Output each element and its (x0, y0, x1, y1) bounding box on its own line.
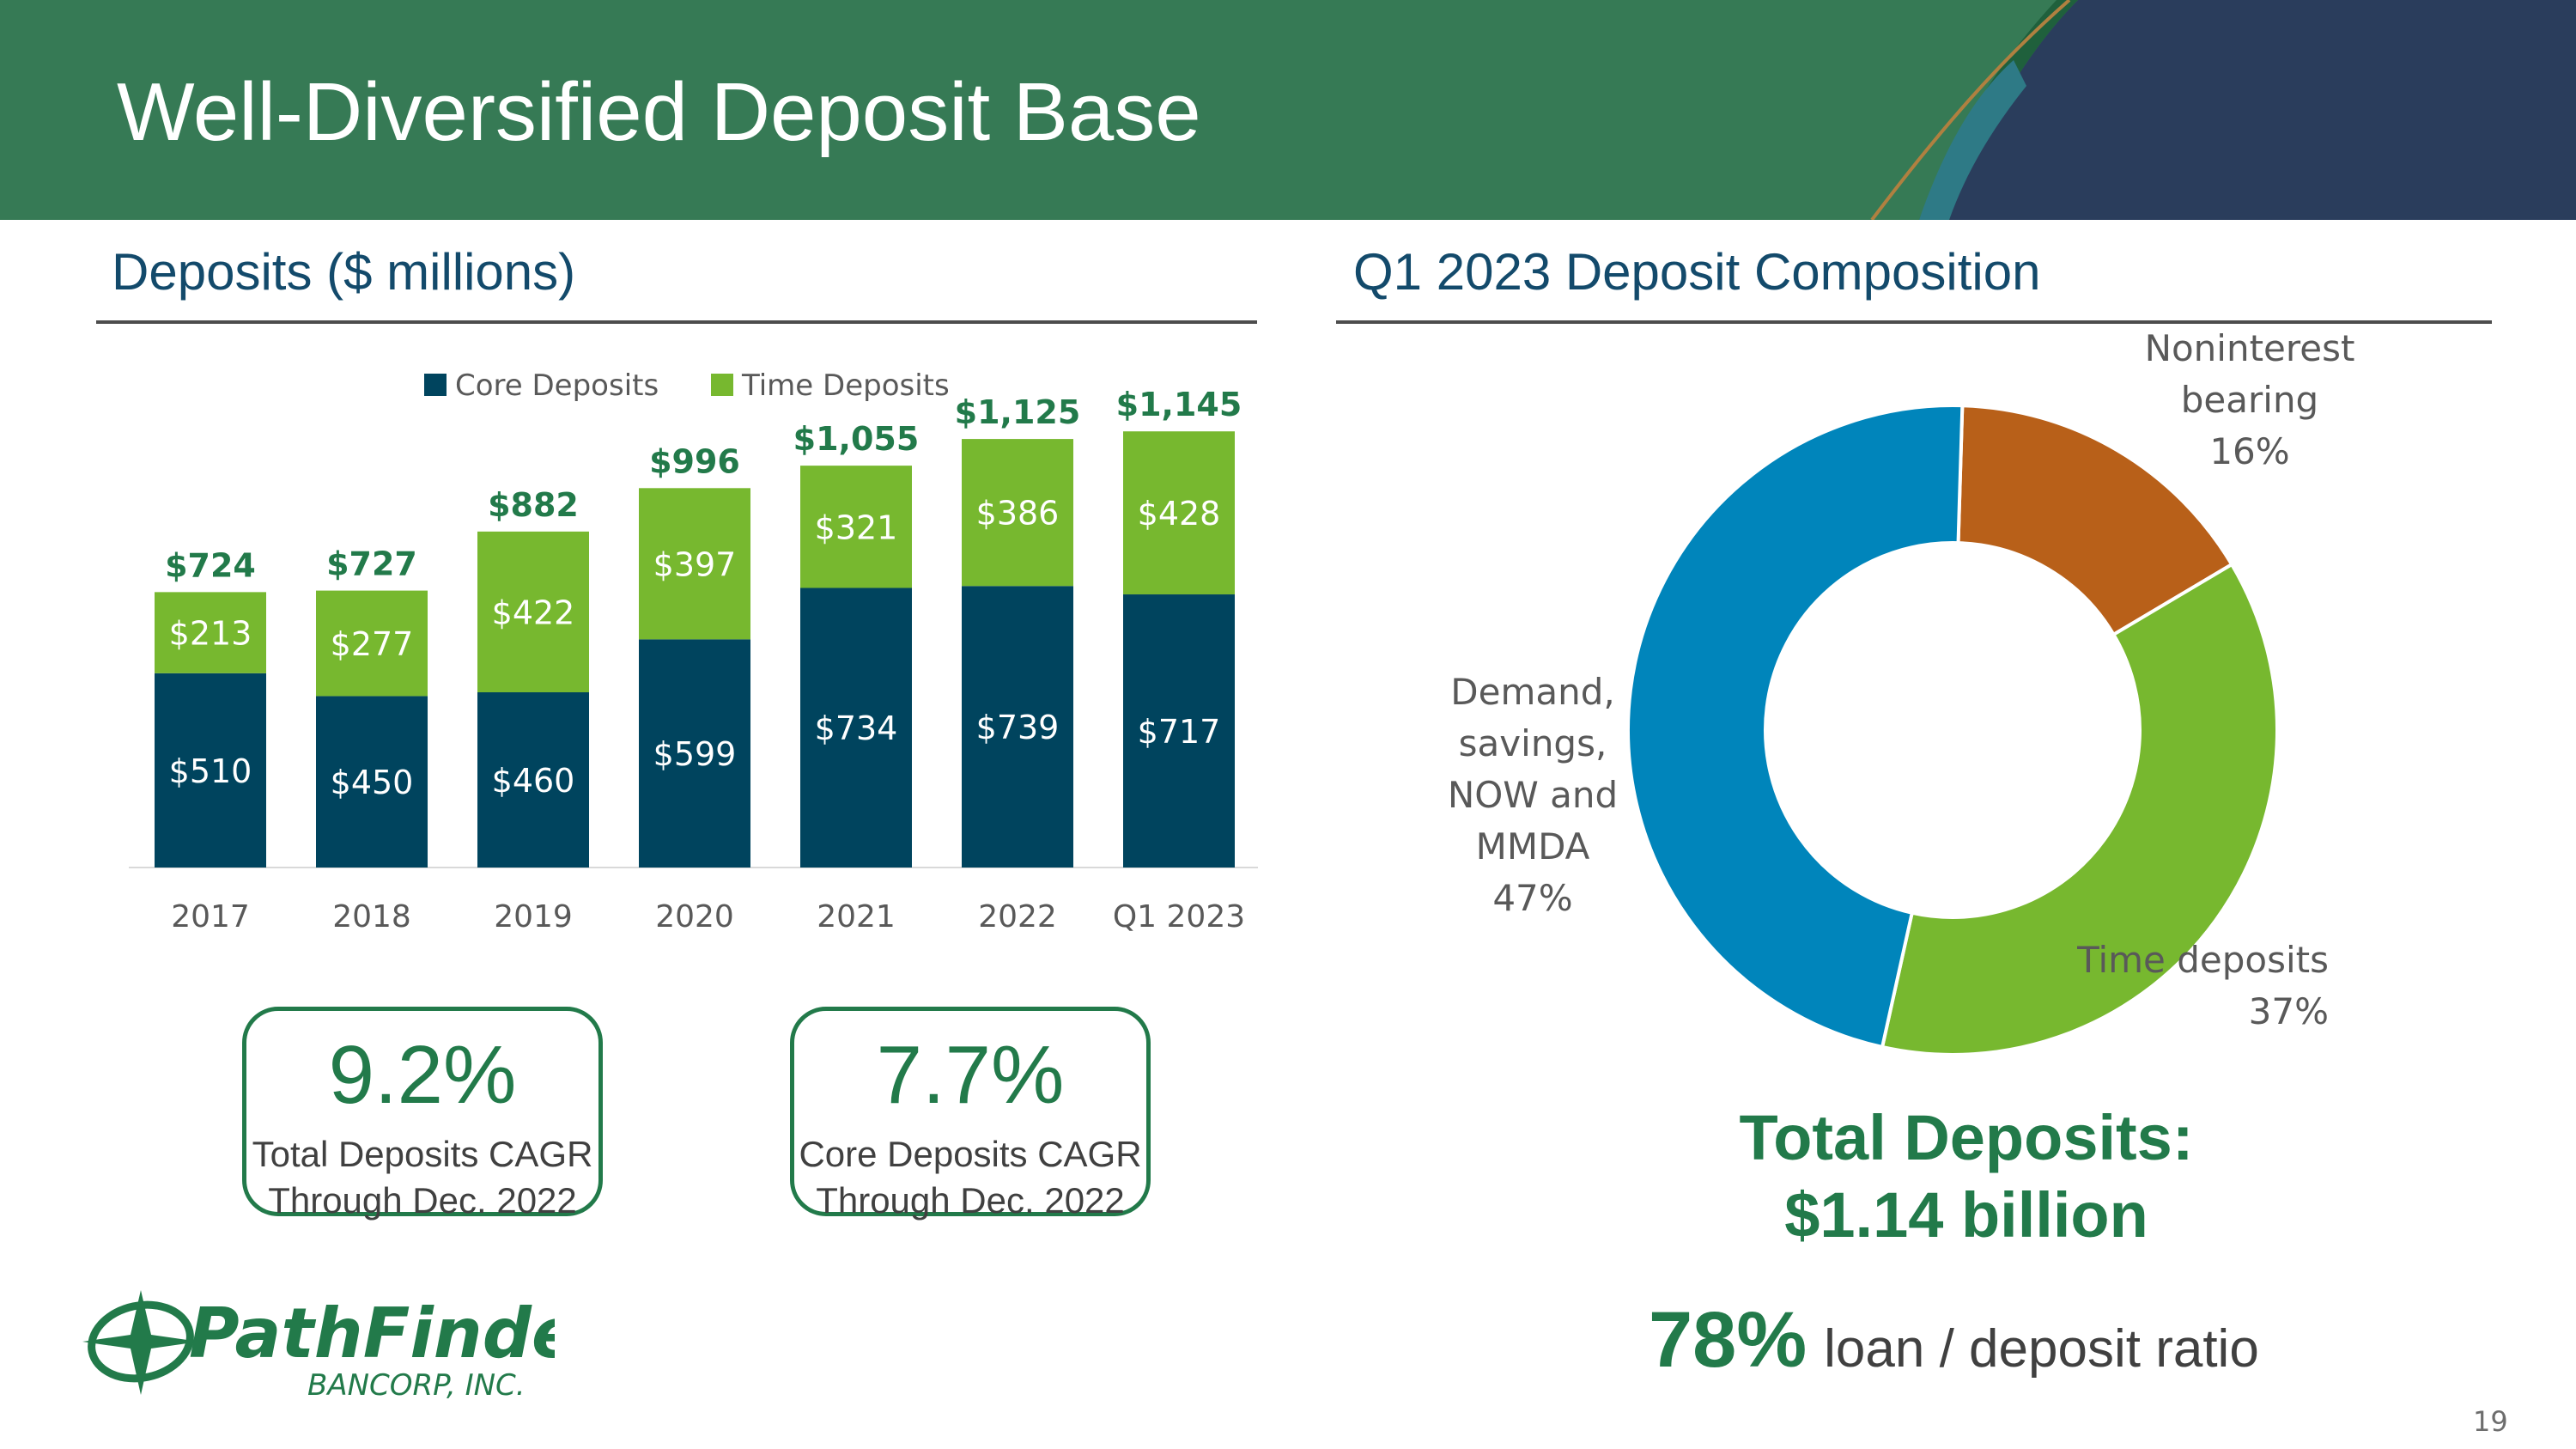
x-tick-label: Q1 2023 (1113, 899, 1245, 935)
ratio-value: 78% (1649, 1296, 1807, 1384)
slice-label-line: NOW and (1448, 774, 1618, 816)
x-tick-label: 2021 (817, 899, 896, 935)
slice-label-line: 16% (2209, 430, 2289, 472)
kpi-label-line: Total Deposits CAGR (252, 1134, 593, 1174)
kpi-value: 7.7% (876, 1029, 1065, 1121)
total-label: $727 (326, 545, 417, 583)
slide-title: Well-Diversified Deposit Base (117, 66, 1201, 158)
total-label: $996 (649, 442, 740, 480)
right-section-rule (1336, 320, 2492, 324)
bar-time (477, 531, 589, 692)
slice-label-line: bearing (2181, 379, 2318, 421)
ratio-text: loan / deposit ratio (1824, 1319, 2259, 1379)
kpi-label: Core Deposits CAGR Through Dec. 2022 (794, 1131, 1146, 1224)
legend-label-time: Time Deposits (741, 368, 950, 403)
total-label: $882 (488, 486, 579, 524)
x-tick-label: 2017 (171, 899, 250, 935)
loan-deposit-ratio: 78% loan / deposit ratio (1649, 1295, 2259, 1385)
data-label-core: $510 (169, 752, 252, 790)
slice-label-line: MMDA (1476, 825, 1590, 868)
total-label: $724 (165, 546, 256, 584)
slice-demand-savings (1626, 404, 1965, 1050)
total-label: $1,125 (955, 393, 1081, 431)
kpi-value: 9.2% (328, 1029, 517, 1121)
bar-core (155, 673, 266, 868)
kpi-label-line: Core Deposits CAGR (799, 1134, 1142, 1174)
slice-label: Noninterest bearing 16% (2145, 327, 2355, 472)
data-label-core: $450 (331, 764, 414, 801)
data-label-time: $422 (492, 594, 575, 631)
x-tick-label: 2020 (655, 899, 734, 935)
total-deposits-amount: $1.14 billion (1784, 1179, 2148, 1251)
bar-core (316, 696, 428, 868)
data-label-time: $277 (331, 625, 414, 663)
data-label-time: $386 (976, 495, 1060, 533)
data-label-core: $734 (815, 709, 898, 747)
data-label-core: $599 (653, 735, 737, 773)
deposits-section-title: Deposits ($ millions) (112, 243, 576, 301)
x-tick-label: 2022 (978, 899, 1057, 935)
total-label: $1,055 (793, 420, 920, 458)
total-deposits-cagr-box: 9.2% Total Deposits CAGR Through Dec. 20… (242, 1007, 603, 1221)
bar-time (155, 592, 266, 673)
legend-swatch-time (711, 374, 733, 396)
x-tick-label: 2019 (494, 899, 573, 935)
logo-name: PathFinder (189, 1294, 555, 1373)
data-label-core: $460 (492, 762, 575, 800)
composition-section-title: Q1 2023 Deposit Composition (1353, 243, 2041, 301)
core-deposits-cagr-box: 7.7% Core Deposits CAGR Through Dec. 202… (790, 1007, 1151, 1221)
kpi-label-line: Through Dec. 2022 (816, 1180, 1125, 1221)
header-decoration (1870, 0, 2576, 220)
data-label-time: $397 (653, 545, 737, 583)
data-label-core: $717 (1138, 713, 1221, 751)
pathfinder-logo: PathFinder BANCORP, INC. (82, 1290, 555, 1403)
slice-time-deposits (1880, 562, 2279, 1056)
slice-label-line: 37% (2249, 990, 2329, 1032)
total-deposits-title: Total Deposits: (1739, 1102, 2194, 1173)
bar-time (1123, 431, 1235, 595)
slice-noninterest-bearing (1956, 404, 2234, 637)
logo-subtitle: BANCORP, INC. (307, 1368, 526, 1403)
data-label-time: $213 (169, 615, 252, 653)
slice-label: Demand, savings, NOW and MMDA 47% (1448, 671, 1618, 919)
slice-label-line: Time deposits (2076, 939, 2329, 981)
compass-star-icon (82, 1290, 199, 1395)
bar-core (962, 586, 1073, 868)
data-label-time: $321 (815, 508, 898, 546)
bar-time (962, 439, 1073, 587)
bar-time (316, 590, 428, 697)
left-section-rule (96, 320, 1257, 324)
deposits-bar-chart: Core Deposits Time Deposits $510 $213 $724 20… (129, 368, 1258, 935)
total-label: $1,145 (1116, 386, 1242, 423)
bar-core (800, 588, 912, 868)
data-label-time: $428 (1138, 495, 1221, 533)
kpi-label-line: Through Dec. 2022 (268, 1180, 577, 1221)
legend-label-core: Core Deposits (455, 368, 659, 403)
legend-swatch-core (424, 374, 447, 396)
bar-core (639, 639, 750, 868)
bar-time (800, 466, 912, 588)
slice-label-line: Noninterest (2145, 327, 2355, 369)
slice-label-line: 47% (1492, 877, 1572, 919)
x-tick-label: 2018 (332, 899, 411, 935)
bar-core (477, 692, 589, 868)
kpi-label: Total Deposits CAGR Through Dec. 2022 (246, 1131, 598, 1224)
deposit-composition-donut: Noninterest bearing 16% Time deposits 37% Dem… (1448, 327, 2355, 1056)
header-banner (0, 0, 2576, 220)
data-label-core: $739 (976, 709, 1060, 746)
page-number: 19 (2473, 1405, 2508, 1438)
slice-label: Time deposits 37% (2076, 939, 2329, 1032)
total-deposits-label: Total Deposits: $1.14 billion (1614, 1099, 2318, 1254)
slice-label-line: savings, (1459, 722, 1607, 764)
slice-label-line: Demand, (1450, 671, 1614, 713)
bar-time (639, 488, 750, 640)
bar-core (1123, 594, 1235, 868)
